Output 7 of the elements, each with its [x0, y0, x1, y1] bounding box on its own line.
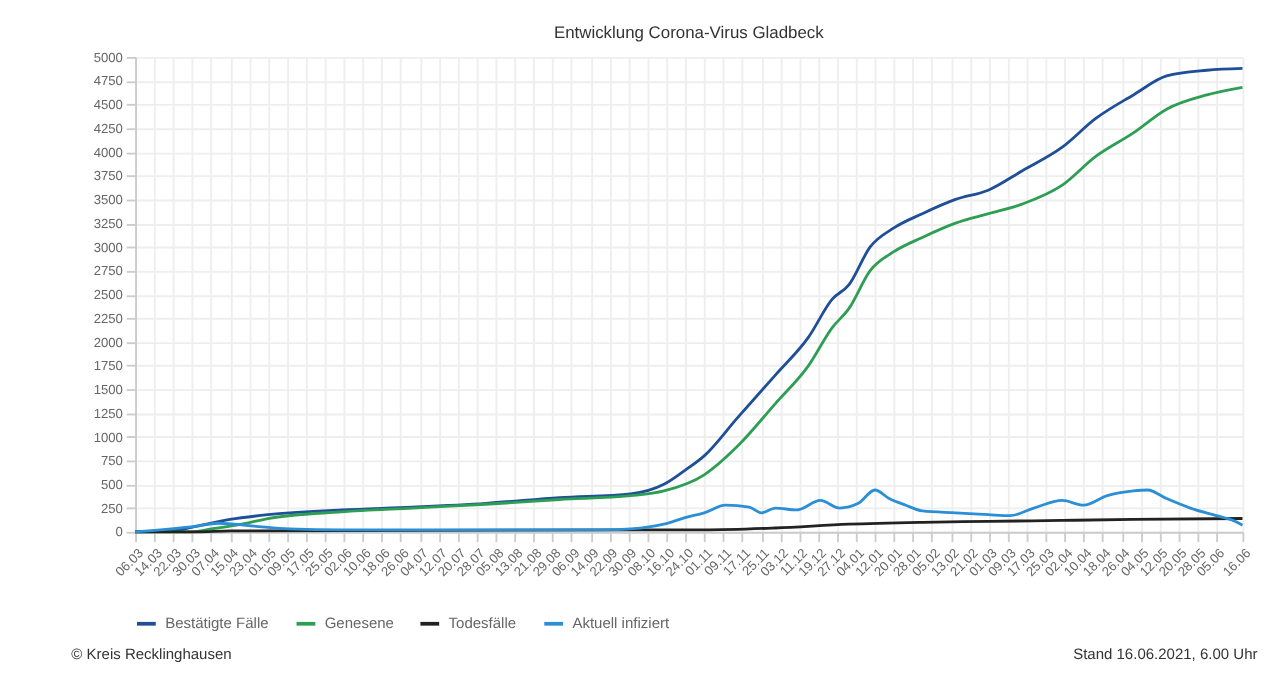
- chart-title: Entwicklung Corona-Virus Gladbeck: [553, 22, 826, 43]
- legend-label: Aktuell infiziert: [572, 613, 671, 632]
- legend-label: Bestätigte Fälle: [165, 613, 269, 632]
- text: © Kreis Recklinghausen: [71, 645, 232, 664]
- legend-label: Genesene: [324, 613, 394, 632]
- legend-label: Todesfälle: [448, 613, 517, 632]
- text: Stand 16.06.2021, 6.00 Uhr: [1073, 645, 1259, 664]
